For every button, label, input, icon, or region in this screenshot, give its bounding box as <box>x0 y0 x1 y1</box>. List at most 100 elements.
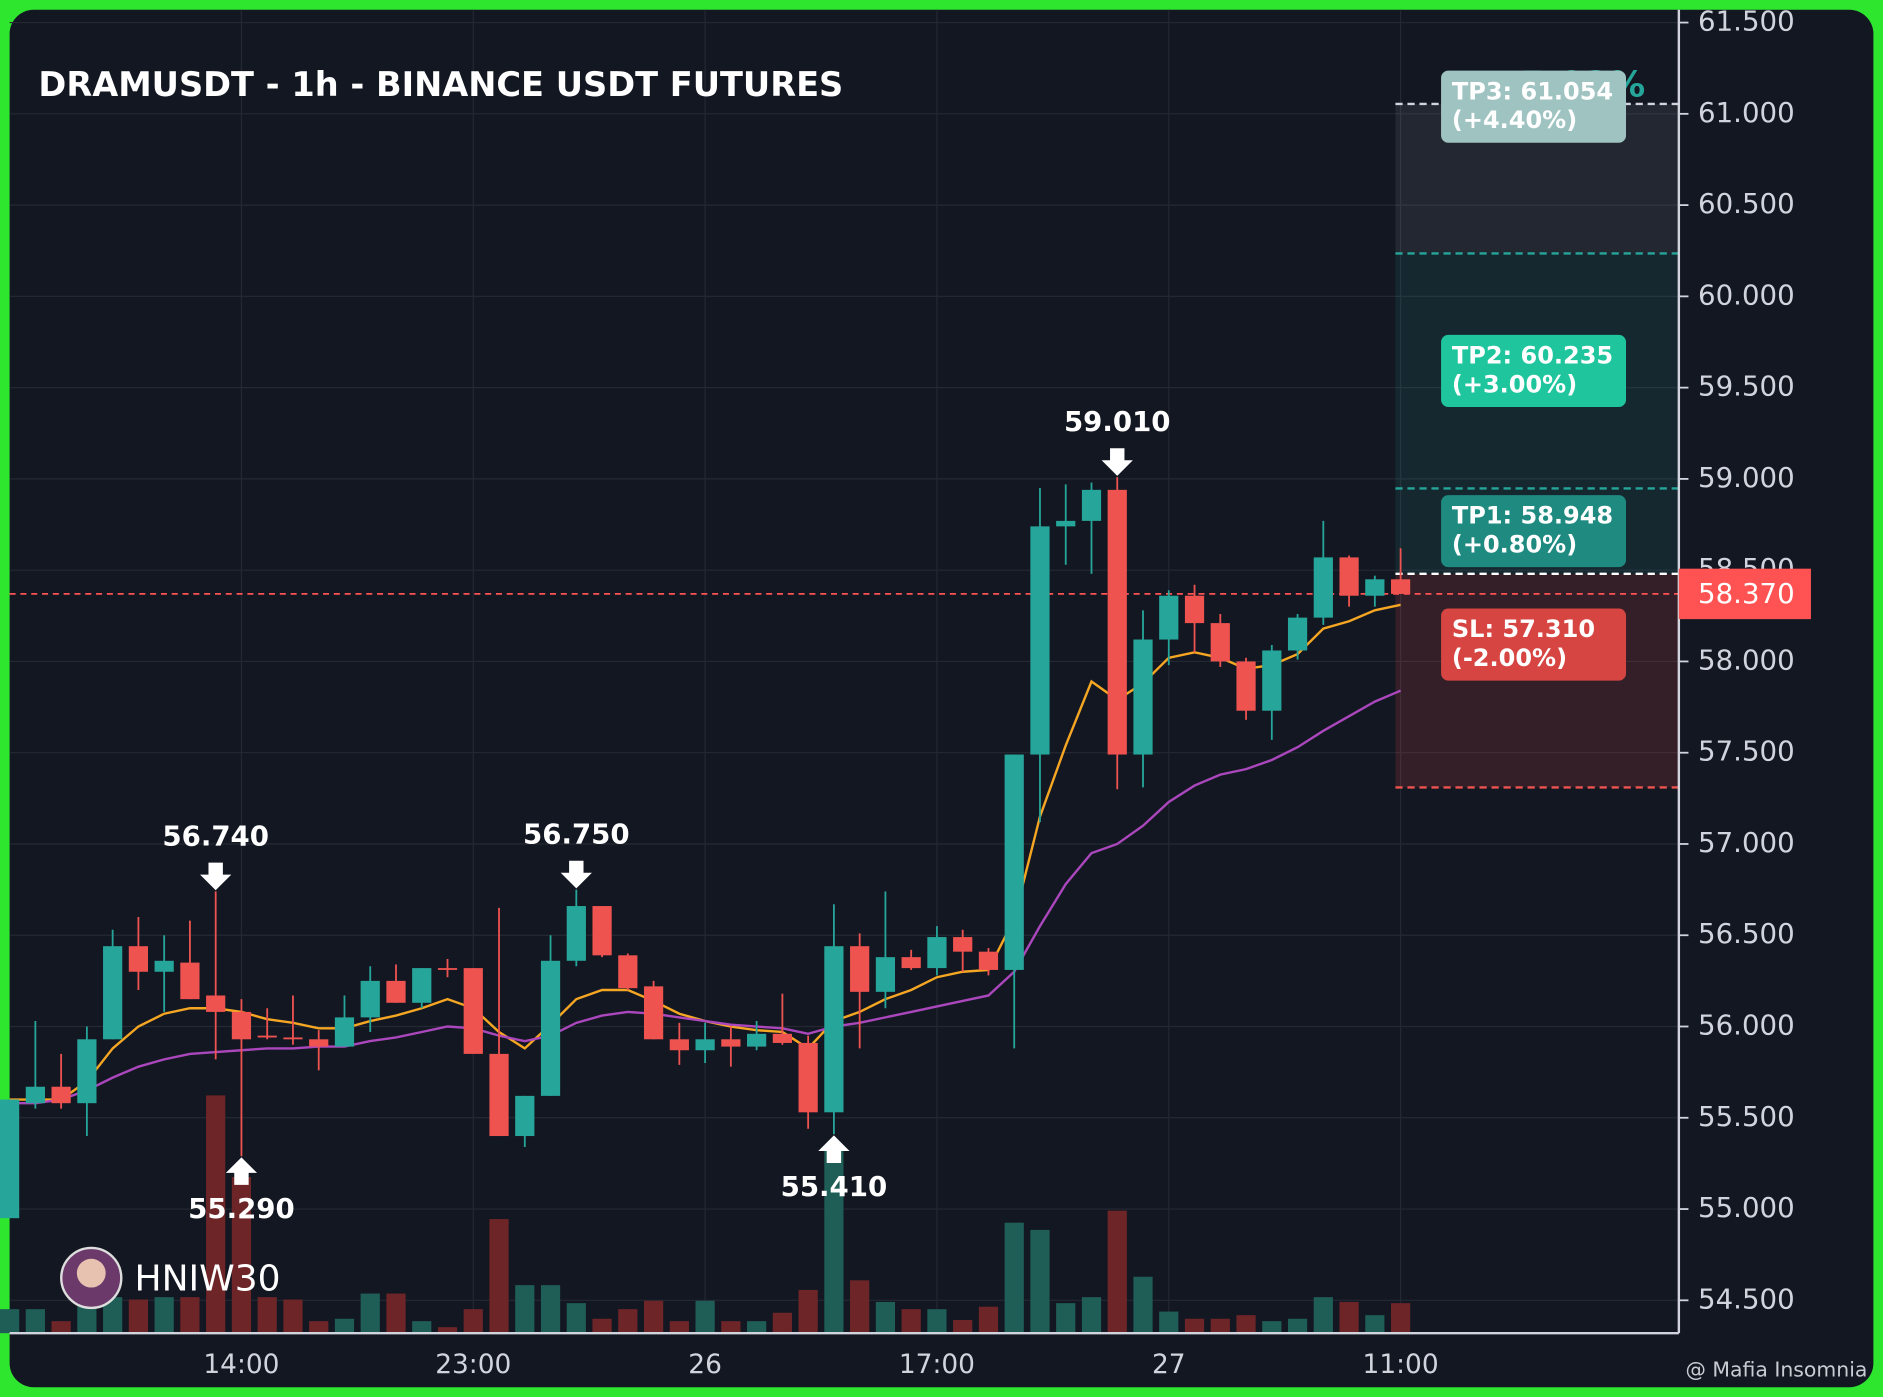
volume-bar <box>927 1309 947 1334</box>
candle-body <box>953 937 973 952</box>
level-box <box>1441 495 1627 568</box>
candle-body <box>747 1033 767 1047</box>
volume-bar <box>154 1297 174 1334</box>
candle-body <box>798 1042 818 1113</box>
volume-bar <box>412 1321 432 1334</box>
candle-body <box>1056 520 1076 527</box>
last-price-label: 58.370 <box>1698 577 1795 610</box>
volume-bar <box>1313 1297 1333 1334</box>
volume-bar <box>257 1297 277 1334</box>
candle-body <box>463 968 483 1054</box>
volume-bar <box>1236 1315 1256 1334</box>
y-tick-label: 54.500 <box>1698 1282 1795 1315</box>
candle-body <box>1133 639 1153 755</box>
y-tick-label: 56.500 <box>1698 917 1795 950</box>
x-tick-label: 23:00 <box>435 1349 511 1380</box>
extreme-arrow <box>560 860 592 889</box>
volume-bar <box>824 1147 844 1334</box>
candle-body <box>1004 754 1024 970</box>
candle-body <box>1236 661 1256 711</box>
level-label: TP3: 61.054 <box>1452 77 1613 105</box>
candle-body <box>566 906 586 961</box>
level-box <box>1441 334 1627 407</box>
volume-bar <box>1030 1229 1050 1334</box>
extreme-label: 56.740 <box>162 819 269 852</box>
volume-bar <box>128 1299 149 1334</box>
volume-bar <box>1287 1318 1308 1334</box>
y-tick-label: 55.500 <box>1698 1100 1795 1133</box>
extreme-label: 55.410 <box>781 1170 888 1203</box>
candle-body <box>257 1035 277 1038</box>
watermark: HNIW30 <box>135 1258 281 1299</box>
volume-bar <box>1159 1311 1179 1334</box>
candle-body <box>103 946 123 1040</box>
volume-bar <box>772 1312 792 1334</box>
extreme-arrow <box>1101 448 1133 476</box>
extreme-arrow <box>200 862 232 891</box>
volume-bar <box>1004 1222 1024 1334</box>
volume-bar <box>1107 1210 1127 1334</box>
volume-bar <box>953 1319 973 1334</box>
x-tick-label: 17:00 <box>899 1349 975 1380</box>
volume-bar <box>978 1306 999 1334</box>
volume-bar <box>0 1309 20 1334</box>
candle-body <box>592 906 612 956</box>
y-tick-label: 55.000 <box>1698 1191 1795 1224</box>
candle-body <box>206 995 226 1012</box>
level-box <box>1441 608 1627 681</box>
extreme-label: 59.010 <box>1064 405 1171 438</box>
candle-body <box>283 1037 303 1040</box>
y-tick-label: 58.000 <box>1698 643 1795 676</box>
candle-body <box>309 1039 329 1047</box>
candle-body <box>643 986 664 1040</box>
volume-bar <box>231 1177 252 1334</box>
y-tick-label: 61.000 <box>1698 96 1795 129</box>
candle-body <box>25 1086 45 1104</box>
candle-body <box>1081 489 1102 521</box>
volume-bar <box>463 1309 483 1334</box>
level-change: (+4.40%) <box>1452 106 1577 134</box>
candle-body <box>128 946 149 972</box>
y-tick-label: 60.500 <box>1698 187 1795 220</box>
candle-body <box>1184 595 1205 624</box>
candle-body <box>1287 617 1308 651</box>
candle-body <box>515 1095 535 1137</box>
candle-body <box>1262 650 1282 711</box>
volume-bar <box>180 1297 200 1334</box>
candle-body <box>360 980 380 1018</box>
volume-bar <box>669 1321 689 1334</box>
candle-body <box>51 1086 71 1104</box>
candle-body <box>721 1039 741 1047</box>
level-box <box>1441 70 1627 143</box>
level-label: TP2: 60.235 <box>1452 342 1613 370</box>
candle-body <box>437 968 458 970</box>
candle-body <box>669 1039 689 1051</box>
volume-bar <box>695 1300 715 1334</box>
candle-body <box>154 960 174 972</box>
candle-body <box>77 1039 97 1104</box>
candle-body <box>978 951 999 970</box>
candle-body <box>540 960 561 1096</box>
volume-bar <box>25 1309 45 1334</box>
candle-body <box>850 946 870 992</box>
y-tick-label: 59.500 <box>1698 370 1795 403</box>
x-tick-label: 11:00 <box>1363 1349 1439 1380</box>
credit: @ Mafia Insomnia <box>1685 1357 1867 1381</box>
candle-body <box>231 1011 252 1040</box>
candle-body <box>824 946 844 1113</box>
level-change: (+3.00%) <box>1452 370 1577 398</box>
volume-bar <box>283 1299 303 1334</box>
extreme-label: 55.290 <box>188 1192 295 1225</box>
volume-bar <box>1262 1321 1282 1334</box>
candle-body <box>927 937 947 969</box>
volume-bar <box>1365 1315 1385 1334</box>
x-tick-label: 27 <box>1152 1349 1186 1380</box>
candle-body <box>1030 526 1050 755</box>
y-tick-label: 56.000 <box>1698 1009 1795 1042</box>
volume-bar <box>51 1321 71 1334</box>
volume-bar <box>360 1293 380 1334</box>
volume-bar <box>103 1297 123 1334</box>
volume-bar <box>747 1321 767 1334</box>
volume-bar <box>901 1309 921 1334</box>
volume-bar <box>1339 1301 1359 1334</box>
